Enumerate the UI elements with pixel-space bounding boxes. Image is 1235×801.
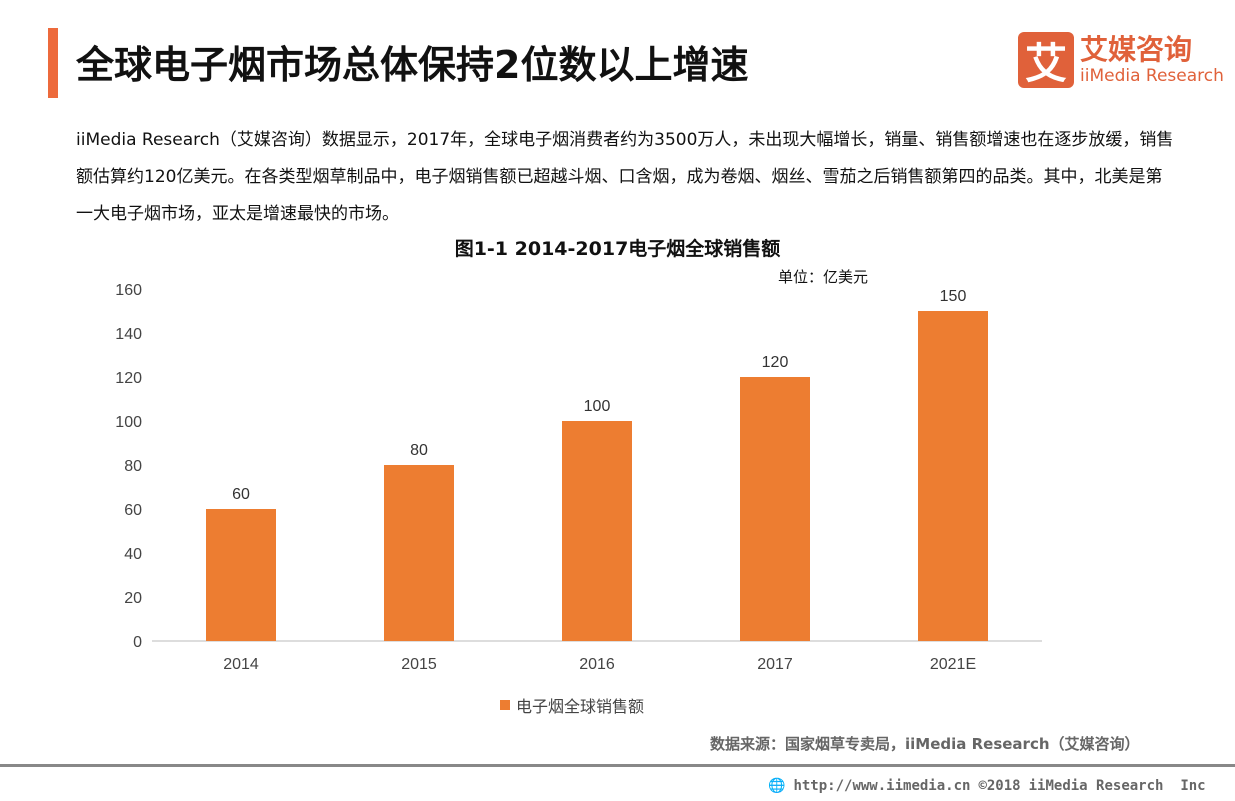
data-label: 100 (584, 398, 611, 415)
logo-cn: 艾媒咨询 (1080, 33, 1193, 66)
legend-label: 电子烟全球销售额 (516, 697, 645, 716)
y-tick-label: 40 (124, 546, 142, 563)
y-tick-label: 100 (115, 414, 142, 431)
y-tick-label: 0 (133, 634, 142, 651)
legend: 电子烟全球销售额 (500, 693, 644, 717)
footer: 🌐 http://www.iimedia.cn ©2018 iiMedia Re… (768, 778, 1206, 794)
data-label: 120 (762, 354, 789, 371)
y-tick-label: 140 (115, 326, 142, 343)
x-tick-label: 2016 (579, 656, 615, 673)
logo-mark: 艾 (1018, 32, 1074, 88)
data-label: 80 (410, 442, 428, 459)
y-tick-label: 20 (124, 590, 142, 607)
title-accent-bar (48, 28, 58, 98)
data-label: 150 (940, 288, 967, 305)
summary-paragraph: iiMedia Research（艾媒咨询）数据显示，2017年，全球电子烟消费… (76, 130, 1174, 224)
bar (206, 509, 276, 641)
x-tick-label: 2021E (930, 656, 976, 673)
chart-unit: 单位：亿美元 (778, 268, 869, 286)
bar (918, 311, 988, 641)
x-tick-label: 2015 (401, 656, 437, 673)
y-tick-label: 160 (115, 282, 142, 299)
footer-copyright: ©2018 (978, 778, 1021, 794)
x-tick-label: 2014 (223, 656, 259, 673)
footer-url[interactable]: http://www.iimedia.cn (793, 778, 971, 794)
y-tick-label: 80 (124, 458, 142, 475)
bar (740, 377, 810, 641)
globe-icon: 🌐 (768, 778, 786, 794)
chart-title: 图1-1 2014-2017电子烟全球销售额 (454, 238, 781, 260)
logo-en: iiMedia Research (1080, 66, 1224, 86)
bar (562, 421, 632, 641)
y-tick-label: 60 (124, 502, 142, 519)
page-title: 全球电子烟市场总体保持2位数以上增速 (76, 43, 749, 87)
data-label: 60 (232, 486, 250, 503)
x-tick-label: 2017 (757, 656, 793, 673)
data-source: 数据来源：国家烟草专卖局，iiMedia Research（艾媒咨询） (710, 735, 1140, 753)
legend-swatch (500, 700, 510, 710)
y-tick-label: 120 (115, 370, 142, 387)
logo: 艾 艾媒咨询 iiMedia Research (1018, 32, 1224, 88)
bar (384, 465, 454, 641)
footer-divider (0, 764, 1235, 767)
footer-company: iiMedia Research Inc (1028, 778, 1206, 794)
